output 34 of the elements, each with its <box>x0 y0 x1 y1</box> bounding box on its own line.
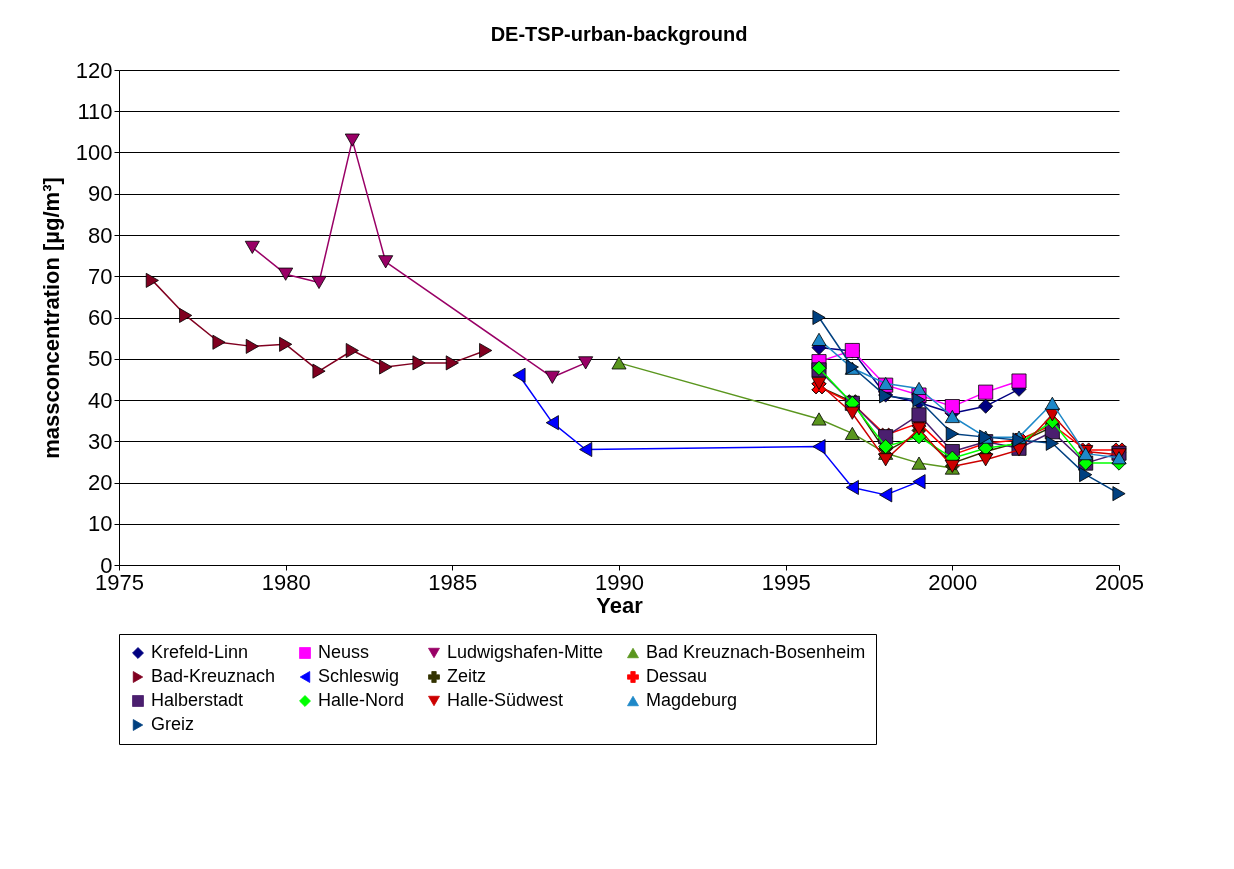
x-tick-label: 2005 <box>1095 569 1144 595</box>
y-tick-label: 20 <box>88 470 113 495</box>
x-tick-label: 1985 <box>428 569 478 595</box>
y-tick-label: 50 <box>88 346 113 372</box>
y-tick-label: 80 <box>88 222 113 248</box>
x-tick-label: 2000 <box>928 569 978 595</box>
legend-label: Schleswig <box>318 666 400 686</box>
legend-label: Magdeburg <box>646 690 738 710</box>
legend-label: Greiz <box>151 714 195 734</box>
x-tick-label: 1990 <box>595 569 644 595</box>
legend-label: Halle-Nord <box>318 690 405 710</box>
legend-label: Ludwigshafen-Mitte <box>447 642 604 662</box>
y-tick-label: 90 <box>88 181 113 207</box>
y-tick-label: 110 <box>77 98 113 124</box>
y-axis-title: massconcentration [µg/m³] <box>38 177 64 459</box>
legend-label: Neuss <box>318 642 370 662</box>
y-tick-label: 120 <box>75 57 113 83</box>
x-axis-title: Year <box>596 592 644 618</box>
legend-label: Zeitz <box>447 666 487 686</box>
y-tick-label: 60 <box>88 305 113 330</box>
legend-label: Halle-Südwest <box>447 690 564 710</box>
legend-label: Krefeld-Linn <box>151 642 249 662</box>
legend-label: Bad Kreuznach-Bosenheim <box>646 642 866 662</box>
x-tick-label: 1995 <box>761 569 811 595</box>
legend-label: Halberstadt <box>151 690 244 710</box>
y-tick-label: 100 <box>75 140 113 165</box>
y-tick-label: 70 <box>88 263 113 289</box>
y-tick-label: 40 <box>88 387 113 413</box>
chart-title: DE-TSP-urban-background <box>490 23 748 45</box>
y-tick-label: 30 <box>88 428 113 454</box>
y-tick-label: 10 <box>88 511 113 537</box>
legend-label: Dessau <box>646 666 708 686</box>
legend-label: Bad-Kreuznach <box>151 666 276 686</box>
x-tick-label: 1980 <box>261 569 311 595</box>
